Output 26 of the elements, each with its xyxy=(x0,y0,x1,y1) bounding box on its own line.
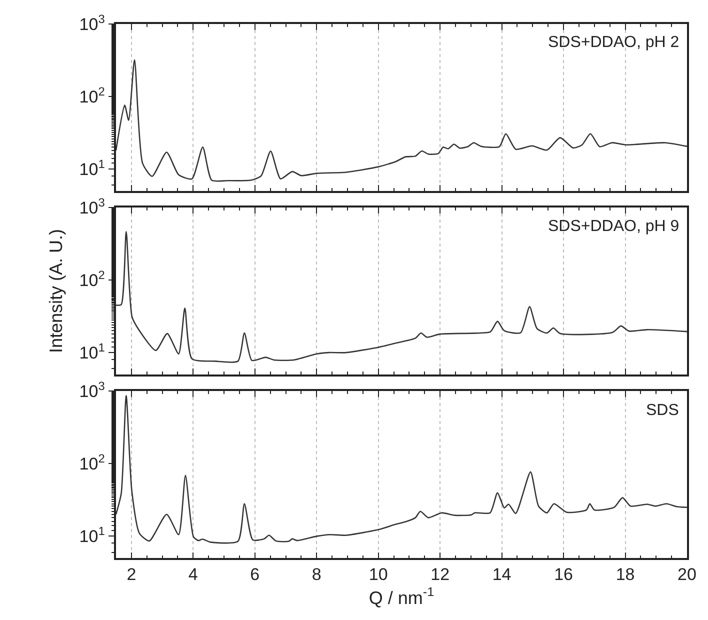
y-tick-label: 10$^{2}$ xyxy=(79,268,106,290)
x-tick-label: 2 xyxy=(126,565,136,584)
y-tick-label: 10$^{1}$ xyxy=(79,156,106,179)
x-tick-label: 14 xyxy=(492,565,512,584)
x-tick-label: 8 xyxy=(312,565,322,584)
x-tick-label: 6 xyxy=(250,565,260,584)
line-series xyxy=(116,394,687,544)
annotation: SDS+DDAO, pH 9 xyxy=(548,218,680,235)
y-axis-title: Intensity (A. U.) xyxy=(46,228,66,354)
x-axis-title: Q / nm$^{-1}$ xyxy=(368,585,434,608)
x-tick-label: 18 xyxy=(616,565,635,584)
x-tick-label: 4 xyxy=(188,565,198,584)
y-tick-label: 10$^{1}$ xyxy=(79,340,106,363)
y-tick-label: 10$^{3}$ xyxy=(79,12,106,34)
annotation: SDS+DDAO, pH 2 xyxy=(548,34,680,51)
y-tick-label: 10$^{1}$ xyxy=(79,524,106,546)
line-series xyxy=(116,59,687,182)
annotation: SDS xyxy=(646,402,679,419)
y-tick-label: 10$^{2}$ xyxy=(79,84,106,106)
x-tick-label: 16 xyxy=(554,565,573,584)
x-tick-label: 10 xyxy=(368,565,388,584)
y-tick-label: 10$^{2}$ xyxy=(79,452,106,474)
y-tick-label: 10$^{3}$ xyxy=(79,379,106,402)
x-tick-label: 12 xyxy=(430,565,450,584)
y-tick-label: 10$^{3}$ xyxy=(79,195,106,218)
x-tick-label: 20 xyxy=(678,565,696,584)
